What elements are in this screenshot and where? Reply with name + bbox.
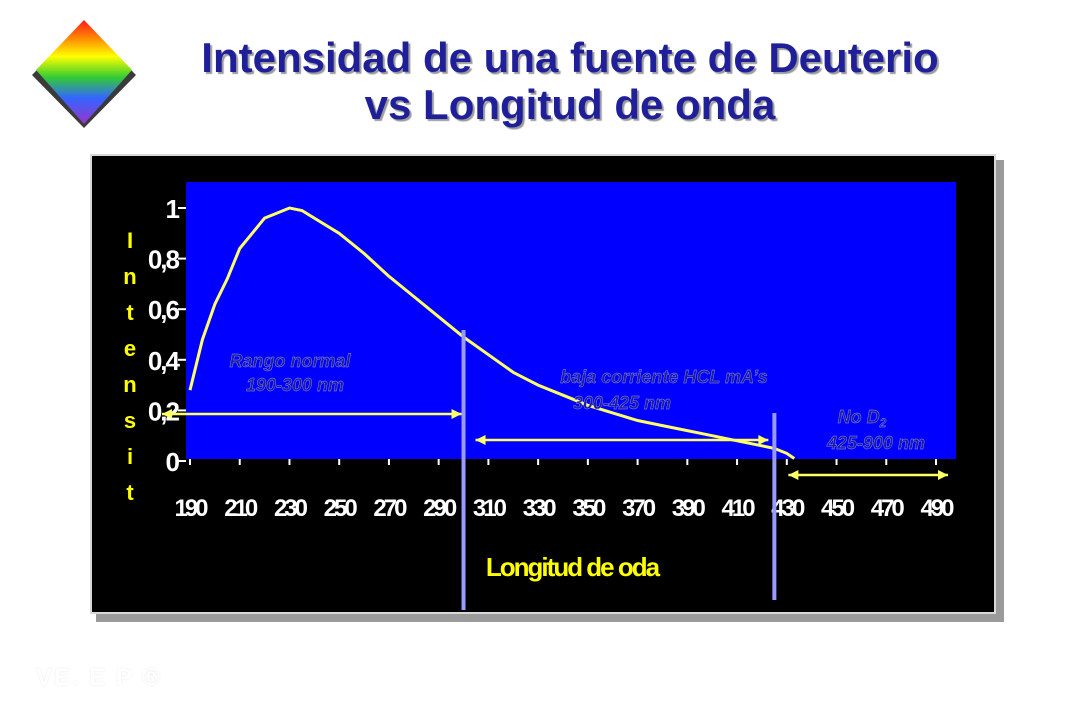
watermark: VE. E P ®	[36, 664, 162, 691]
rainbow-diamond-logo	[32, 20, 136, 128]
y-tick-label: 0,4	[148, 346, 181, 376]
x-axis-label: Longitud de oda	[486, 552, 661, 582]
x-tick-label: 250	[324, 495, 358, 522]
y-axis-label-letter: t	[126, 300, 134, 325]
y-tick-label: 0	[166, 447, 180, 477]
annotation-no-d2-subscript: 2	[879, 416, 887, 430]
y-axis-label-letter: i	[127, 444, 133, 469]
x-tick-label: 350	[572, 495, 606, 522]
y-tick-label: 0,2	[148, 396, 180, 426]
x-tick-label: 230	[274, 495, 308, 522]
y-axis-ticks	[178, 207, 186, 462]
annotation-no-d2: No D2	[838, 407, 887, 430]
x-tick-label: 310	[473, 495, 507, 522]
x-axis-ticks	[189, 459, 937, 465]
annotation-normal-range-line1: Rango normal	[229, 351, 351, 371]
y-axis-label-letter: n	[123, 372, 136, 397]
y-tick-label: 1	[166, 194, 180, 224]
x-tick-label: 210	[224, 495, 258, 522]
rainbow-diamond-icon	[36, 20, 132, 124]
annotation-no-d2-text: No D	[838, 407, 880, 427]
page-title: Intensidad de una fuente de Deuterio vs …	[110, 34, 1030, 128]
y-axis-label-letter: n	[123, 264, 136, 289]
range-dividers	[461, 330, 777, 610]
annotation-normal-range-line2: 190-300 nm	[246, 375, 344, 395]
x-tick-label: 190	[174, 495, 208, 522]
series-line-intensity	[188, 206, 796, 460]
x-tick-label: 290	[423, 495, 457, 522]
y-axis-label-letter: t	[126, 480, 134, 505]
y-axis-label-letter: e	[124, 336, 136, 361]
x-tick-label: 410	[722, 495, 756, 522]
x-tick-label: 390	[672, 495, 706, 522]
x-axis-tick-labels: 190 210 230 250 270 290 310 330 350 370 390 410 430 4…	[174, 495, 957, 522]
title-line-2: vs Longitud de onda	[364, 81, 776, 128]
x-tick-label: 490	[920, 495, 954, 522]
annotation-low-current-line2: 300-425 nm	[573, 393, 671, 413]
title-line-1: Intensidad de una fuente de Deuterio	[201, 34, 939, 81]
annotation-low-current-line1: baja corriente HCL mA’s	[560, 367, 767, 387]
y-axis-label-letter: I	[127, 228, 133, 253]
range-arrows	[162, 409, 948, 480]
y-axis-label-letter: s	[124, 408, 136, 433]
annotation-no-d2-line2: 425-900 nm	[826, 433, 925, 453]
arrow-no-d2	[788, 470, 948, 480]
x-tick-label: 450	[821, 495, 855, 522]
arrow-low-current	[475, 435, 769, 445]
x-tick-label: 430	[771, 495, 805, 522]
y-tick-label: 0,8	[148, 245, 180, 275]
range-divider	[461, 330, 466, 610]
y-tick-label: 0,6	[148, 295, 180, 325]
x-tick-label: 330	[523, 495, 557, 522]
y-axis-tick-labels: 0 0,2 0,4 0,6 0,8 1	[148, 194, 183, 477]
x-tick-label: 470	[871, 495, 905, 522]
x-tick-label: 370	[622, 495, 656, 522]
x-tick-label: 270	[373, 495, 407, 522]
range-divider	[772, 413, 777, 600]
arrow-normal-range	[162, 409, 462, 419]
